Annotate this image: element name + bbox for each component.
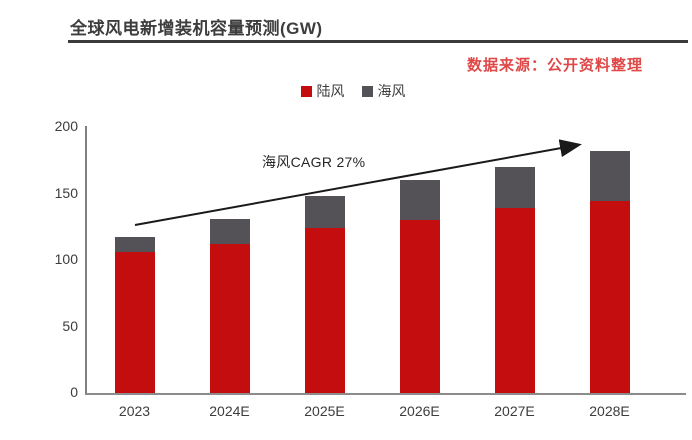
x-axis-line [85,393,686,395]
x-tick-label-2024E: 2024E [209,403,250,419]
y-axis-line [85,126,87,395]
bar-segment-offshore-2026E [399,180,440,221]
x-tick-label-2028E: 2028E [589,403,630,419]
y-tick-label-200: 200 [54,118,78,134]
x-tick-label-2023: 2023 [118,403,151,419]
cagr-annotation: 海风CAGR 27% [262,154,366,170]
legend-item-陆风: 陆风 [300,81,345,101]
chart-legend: 陆风 海风 [0,81,692,101]
x-tick-label-2026E: 2026E [399,403,440,419]
legend-item-海风: 海风 [361,81,406,101]
bar-segment-onshore-2023 [114,252,155,393]
bar-2028E [589,150,630,393]
y-tick-label-50: 50 [62,317,78,334]
bar-segment-offshore-2027E [494,166,535,209]
x-tick-label-2027E: 2027E [494,403,535,419]
x-tick-label-2025E: 2025E [304,403,345,419]
bar-2024E [209,218,250,393]
bar-segment-onshore-2026E [399,220,440,393]
bar-segment-onshore-2028E [589,201,630,393]
legend-label: 海风 [377,83,406,99]
bar-2026E [399,180,440,393]
y-tick-label-150: 150 [54,184,78,201]
legend-swatch-icon [300,85,312,97]
bar-segment-offshore-2028E [589,150,630,202]
bar-segment-onshore-2025E [304,228,345,393]
legend-swatch-icon [361,85,373,97]
chart-title: 全球风电新增装机容量预测(GW) [70,19,323,38]
bar-2023 [114,237,155,393]
y-tick-label-0: 0 [70,384,78,400]
bar-2027E [494,166,535,393]
bar-segment-onshore-2027E [494,208,535,393]
legend-label: 陆风 [316,83,345,99]
bar-segment-offshore-2023 [114,237,155,253]
title-underline [68,40,688,43]
data-source-note: 数据来源：公开资料整理 [466,57,643,74]
y-tick-label-100: 100 [54,251,78,267]
bar-segment-offshore-2025E [304,196,345,229]
bar-segment-offshore-2024E [209,218,250,245]
plot-area [87,127,657,393]
bar-2025E [304,196,345,393]
bar-segment-onshore-2024E [209,244,250,393]
